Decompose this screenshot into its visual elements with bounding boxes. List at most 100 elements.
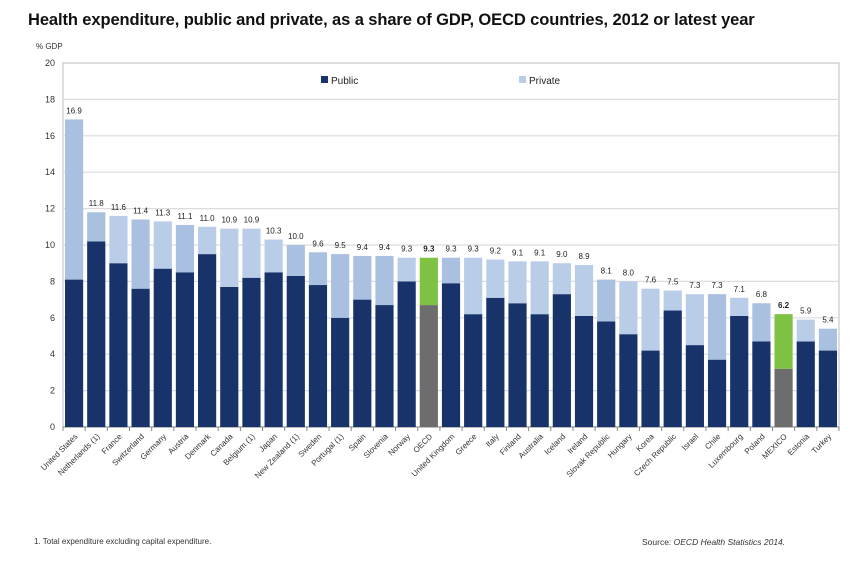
bars: [62, 119, 840, 431]
bar-private: [109, 215, 128, 264]
bar-private: [796, 319, 815, 342]
bar-public: [663, 310, 682, 427]
data-label: 11.8: [89, 199, 105, 208]
bar-public: [331, 317, 350, 427]
bar-public: [552, 294, 571, 427]
bar-private: [707, 294, 727, 360]
bar-public: [308, 285, 328, 427]
data-label: 9.2: [490, 247, 502, 256]
bar-public: [397, 281, 416, 427]
data-label: 7.3: [711, 281, 723, 290]
x-tick-label: Iceland: [543, 432, 568, 457]
source-note: Source: OECD Health Statistics 2014.: [642, 537, 785, 547]
bar-public: [87, 241, 106, 427]
data-label: 11.4: [133, 207, 149, 216]
bar-private: [752, 303, 771, 342]
y-tick-label: 14: [45, 167, 55, 177]
bar-private: [641, 288, 660, 351]
y-tick-label: 20: [45, 58, 55, 68]
bar-private: [818, 328, 838, 351]
data-label: 9.1: [534, 248, 546, 257]
chart-title: Health expenditure, public and private, …: [28, 11, 755, 29]
data-label: 9.4: [357, 243, 369, 252]
data-label: 5.4: [822, 316, 834, 325]
bar-public: [153, 268, 172, 427]
source-prefix: Source:: [642, 537, 674, 547]
bar-private: [87, 212, 106, 242]
bar-public: [508, 303, 527, 427]
bar-public: [198, 254, 217, 427]
data-label: 7.5: [667, 278, 679, 287]
bar-public: [574, 315, 594, 427]
x-tick-label: Turkey: [810, 432, 833, 455]
data-label: 9.3: [468, 245, 480, 254]
data-label: 5.9: [800, 307, 812, 316]
data-label: 11.1: [177, 212, 193, 221]
bar-private: [175, 224, 195, 273]
bar-private: [619, 281, 638, 335]
data-label: 9.3: [445, 245, 457, 254]
bar-private: [220, 228, 239, 287]
y-tick-label: 10: [45, 240, 55, 250]
y-tick-label: 18: [45, 94, 55, 104]
legend-swatch-public: [321, 76, 328, 83]
bar-public: [641, 350, 660, 427]
data-labels: 16.9 11.8 11.6 11.4 11.3 11.1 11.0 10.9 10.9 10.3…: [66, 106, 834, 324]
bar-private: [441, 257, 461, 284]
x-tick-label: Chile: [703, 432, 723, 452]
data-label: 9.4: [379, 243, 391, 252]
data-label: 10.9: [221, 216, 237, 225]
bar-public: [131, 288, 150, 427]
data-label: 10.3: [266, 227, 282, 236]
data-label: 9.6: [312, 239, 324, 248]
x-tick-label: Israel: [680, 432, 700, 452]
data-label: 6.2: [778, 301, 790, 310]
bar-public: [730, 315, 749, 427]
bar-private: [64, 119, 84, 280]
bar-private: [486, 259, 505, 298]
y-tick-label: 0: [50, 422, 55, 432]
bar-private: [685, 294, 704, 346]
data-label: 11.3: [155, 208, 171, 217]
bar-private: [663, 290, 682, 311]
bar-private: [286, 245, 305, 276]
bar-private: [308, 252, 328, 286]
bar-private: [153, 221, 172, 269]
bar-public: [286, 275, 305, 427]
y-tick-label: 16: [45, 131, 55, 141]
bar-public: [109, 263, 128, 427]
legend-label-private: Private: [529, 76, 561, 87]
data-label: 8.9: [578, 252, 590, 261]
bar-public: [486, 297, 505, 427]
y-tick-label: 6: [50, 313, 55, 323]
bar-private: [464, 257, 483, 315]
bar-private: [508, 261, 527, 304]
bar-private: [331, 254, 350, 318]
x-tick-label: Italy: [484, 432, 501, 449]
data-label: 7.3: [689, 281, 701, 290]
data-label: 8.1: [601, 267, 613, 276]
y-tick-label: 4: [50, 349, 55, 359]
bar-public: [818, 350, 838, 427]
bar-private: [419, 257, 438, 306]
legend: Public Private: [321, 76, 561, 87]
x-tick-label: Australia: [517, 432, 546, 461]
bar-private: [397, 257, 416, 282]
bar-private: [552, 263, 571, 295]
bar-public: [597, 321, 616, 427]
data-label: 9.3: [401, 245, 413, 254]
bar-public: [796, 341, 815, 427]
x-tick-label: Estonia: [786, 432, 812, 458]
bar-private: [264, 239, 283, 273]
x-tick-label: Greece: [454, 432, 479, 457]
data-label: 11.0: [200, 214, 216, 223]
source-name: OECD Health Statistics 2014.: [673, 537, 786, 547]
y-axis-ticks: 0 2 4 6 8 10 12 14 16 18 20: [45, 58, 55, 432]
bar-public: [375, 305, 394, 427]
data-label: 9.1: [512, 248, 524, 257]
bar-public: [64, 279, 84, 427]
legend-label-public: Public: [331, 76, 358, 87]
bar-private: [597, 279, 616, 322]
